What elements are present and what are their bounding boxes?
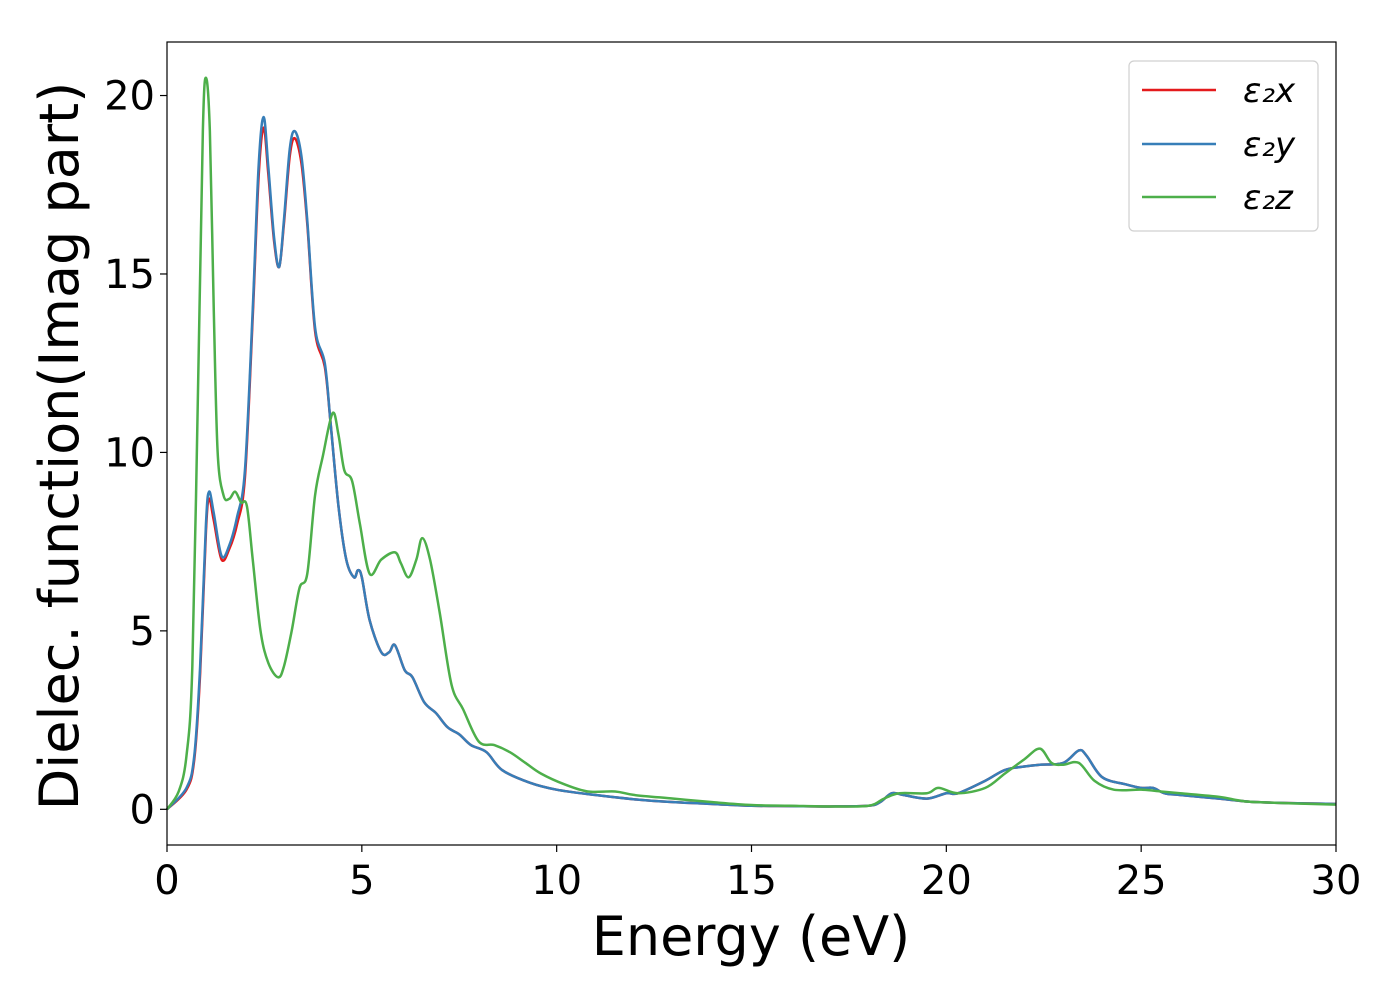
x-tick-label: 10 [531,858,582,904]
axis-ticks: 0 5 10 15 20 25 30 0 5 10 15 20 [104,74,1361,904]
legend-label-x: ε₂x [1243,71,1296,111]
series-line-1 [166,115,1337,811]
y-tick-label: 15 [104,252,155,298]
y-tick-label: 0 [130,787,155,833]
x-tick-label: 20 [921,858,972,904]
x-tick-label: 15 [726,858,777,904]
y-tick-label: 10 [104,430,155,476]
y-tick-label: 5 [130,609,155,655]
x-axis-label: Energy (eV) [592,905,911,968]
legend-label-y: ε₂y [1243,125,1296,165]
x-tick-label: 0 [154,858,179,904]
y-tick-label: 20 [104,74,155,120]
legend-box [1128,60,1319,232]
x-tick-label: 5 [349,858,374,904]
series-line-2 [165,76,1337,811]
series-lines [165,76,1337,811]
x-tick-label: 25 [1116,858,1167,904]
y-axis-label: Dielec. function(Imag part) [28,82,91,811]
legend-label-z: ε₂z [1243,178,1294,218]
x-tick-label: 30 [1311,858,1362,904]
legend: ε₂x ε₂y ε₂z [1128,60,1319,232]
